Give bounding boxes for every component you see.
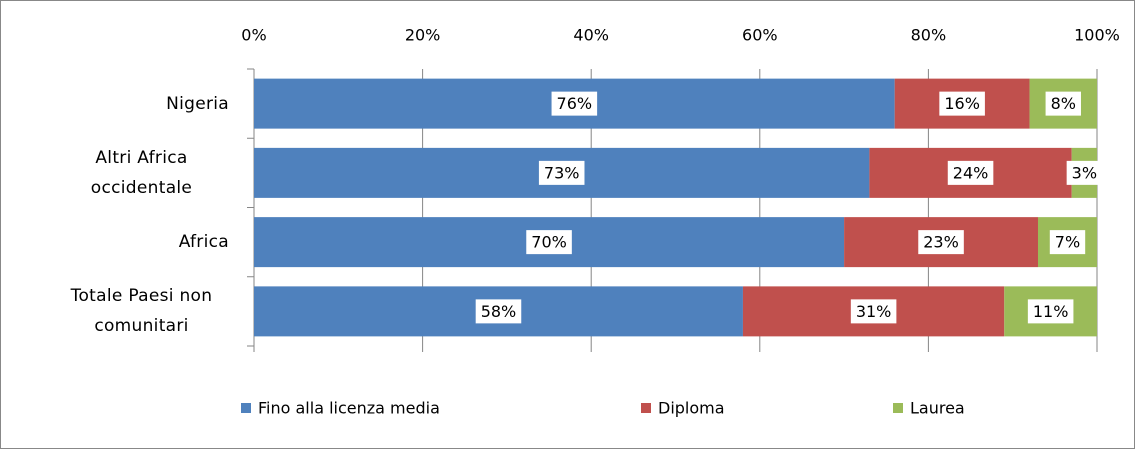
legend-label: Laurea — [910, 399, 965, 418]
data-label: 23% — [923, 233, 959, 252]
data-label: 24% — [953, 163, 989, 182]
data-label: 11% — [1033, 302, 1069, 321]
x-tick-label: 100% — [1074, 26, 1120, 45]
category-label-box: Totale Paesi non comunitari — [54, 277, 229, 346]
data-label: 70% — [531, 233, 567, 252]
label-box — [1066, 160, 1103, 185]
label-box — [551, 91, 598, 116]
data-label: 73% — [544, 163, 580, 182]
x-tick-label: 40% — [573, 26, 609, 45]
y-tick-label: Nigeria — [166, 93, 229, 114]
category-label-box: Nigeria — [166, 69, 229, 138]
x-tick-label: 60% — [742, 26, 778, 45]
data-label: 31% — [856, 302, 892, 321]
x-tick-label: 0% — [241, 26, 266, 45]
data-label: 58% — [481, 302, 517, 321]
label-box — [947, 160, 994, 185]
label-box — [1027, 299, 1074, 324]
category-label-box: Africa — [179, 208, 229, 277]
y-tick-label: Africa — [178, 232, 229, 252]
label-box — [475, 299, 522, 324]
label-box — [526, 230, 572, 255]
category-label-box: Altri Africa occidentale — [54, 138, 229, 207]
legend-label: Diploma — [658, 399, 725, 418]
y-tick-label: Totale Paesi non comunitari — [70, 286, 213, 337]
data-label: 8% — [1051, 94, 1076, 113]
x-tick-label: 20% — [405, 26, 441, 45]
label-box — [1045, 91, 1081, 116]
label-box — [1049, 230, 1086, 255]
legend-swatch — [893, 403, 903, 413]
data-label: 76% — [557, 94, 593, 113]
legend-swatch — [241, 403, 251, 413]
data-label: 3% — [1072, 163, 1097, 182]
label-box — [939, 91, 985, 116]
label-box — [850, 299, 897, 324]
legend-swatch — [641, 403, 651, 413]
x-tick-label: 80% — [911, 26, 947, 45]
label-box — [538, 160, 585, 185]
label-box — [918, 230, 964, 255]
legend-label: Fino alla licenza media — [258, 399, 440, 418]
data-label: 7% — [1055, 233, 1080, 252]
data-label: 16% — [944, 94, 980, 113]
y-tick-label: Altri Africa occidentale — [90, 147, 193, 198]
